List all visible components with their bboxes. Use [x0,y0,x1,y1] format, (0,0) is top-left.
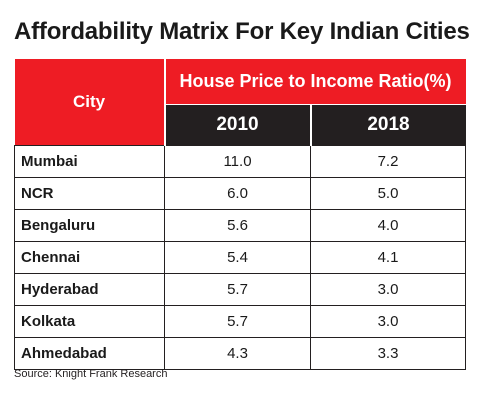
ratio-value-cell-2018: 3.0 [310,273,466,306]
ratio-value-cell-2010: 11.0 [164,145,311,178]
table-row: Mumbai 11.0 7.2 [14,145,466,178]
city-name-cell: Kolkata [14,305,165,338]
ratio-value-cell-2018: 3.3 [310,337,466,370]
city-column-header: City [14,59,166,146]
city-name-cell: Hyderabad [14,273,165,306]
ratio-value-cell-2018: 5.0 [310,177,466,210]
ratio-value-cell-2018: 7.2 [310,145,466,178]
table-row: Bengaluru 5.6 4.0 [14,209,466,242]
table-row: Hyderabad 5.7 3.0 [14,273,466,306]
table-row: Ahmedabad 4.3 3.3 [14,337,466,370]
ratio-value-cell-2010: 6.0 [164,177,311,210]
city-name-cell: NCR [14,177,165,210]
chart-title: Affordability Matrix For Key Indian Citi… [14,18,470,45]
table-row: Kolkata 5.7 3.0 [14,305,466,338]
ratio-value-cell-2018: 3.0 [310,305,466,338]
ratio-group-header: House Price to Income Ratio(%) [164,59,466,105]
affordability-table: City House Price to Income Ratio(%) 2010… [14,59,466,370]
table-row: NCR 6.0 5.0 [14,177,466,210]
city-name-cell: Ahmedabad [14,337,165,370]
year-column-header-2018: 2018 [310,103,466,146]
table-row: Chennai 5.4 4.1 [14,241,466,274]
city-name-cell: Chennai [14,241,165,274]
city-name-cell: Bengaluru [14,209,165,242]
ratio-value-cell-2010: 4.3 [164,337,311,370]
ratio-value-cell-2010: 5.7 [164,273,311,306]
year-column-header-2010: 2010 [164,103,312,146]
ratio-value-cell-2018: 4.0 [310,209,466,242]
table-body: Mumbai 11.0 7.2 NCR 6.0 5.0 Bengaluru 5.6 4.0 Che… [14,145,466,370]
ratio-value-cell-2010: 5.7 [164,305,311,338]
source-note: Source: Knight Frank Research [14,368,168,380]
ratio-value-cell-2010: 5.4 [164,241,311,274]
city-name-cell: Mumbai [14,145,165,178]
ratio-value-cell-2018: 4.1 [310,241,466,274]
ratio-value-cell-2010: 5.6 [164,209,311,242]
